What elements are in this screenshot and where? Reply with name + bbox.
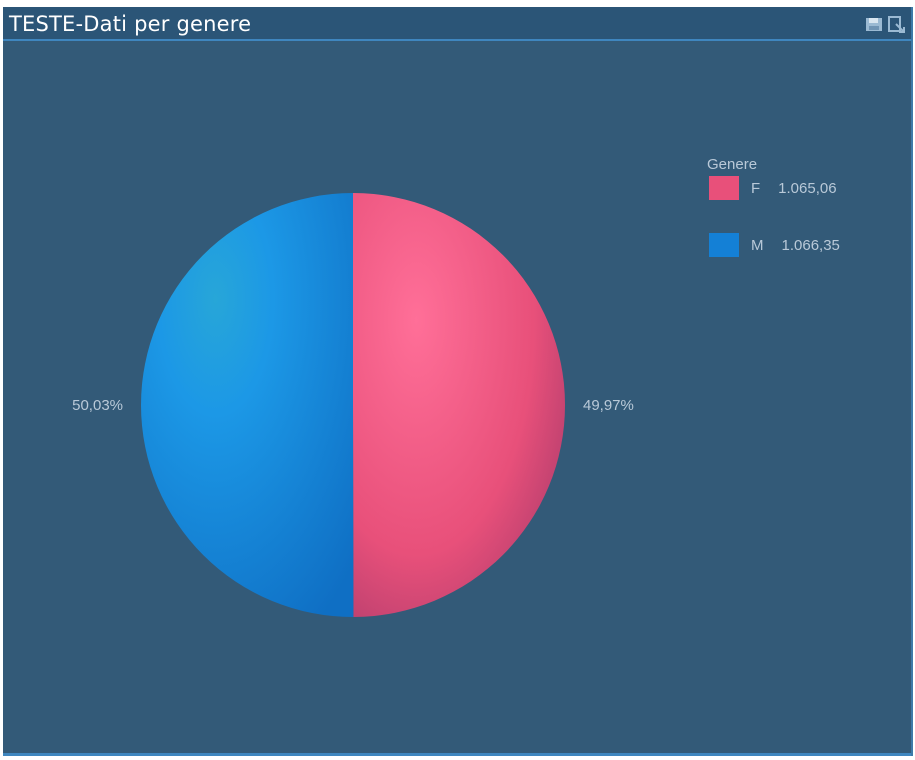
legend-swatch-m — [709, 233, 739, 257]
export-icon[interactable] — [887, 15, 905, 33]
chart-area: 49,97% 50,03% Genere F 1.065,06 M 1.066,35 — [3, 41, 911, 756]
legend-category-label: M — [751, 236, 764, 254]
pie-percent-label-f: 49,97% — [583, 397, 634, 414]
legend-title: Genere — [707, 156, 758, 173]
pie-chart: 49,97% 50,03% — [72, 193, 634, 617]
title-bar: TESTE-Dati per genere — [3, 7, 911, 41]
pie-slice-m[interactable] — [141, 193, 354, 617]
chart-panel: TESTE-Dati per genere — [3, 7, 913, 756]
pie-slice-f[interactable] — [353, 193, 566, 617]
legend-value-label: 1.066,35 — [781, 236, 840, 254]
pie-percent-label-m: 50,03% — [72, 397, 123, 414]
save-icon[interactable] — [865, 15, 883, 33]
title-bar-actions — [865, 15, 905, 33]
panel-title: TESTE-Dati per genere — [9, 12, 252, 36]
legend-item-f[interactable]: F 1.065,06 — [709, 176, 837, 200]
legend-swatch-f — [709, 176, 739, 200]
legend-category-label: F — [751, 179, 761, 197]
legend-item-m[interactable]: M 1.066,35 — [709, 233, 840, 257]
legend-value-label: 1.065,06 — [778, 179, 837, 197]
panel-bottom-border — [3, 753, 911, 756]
